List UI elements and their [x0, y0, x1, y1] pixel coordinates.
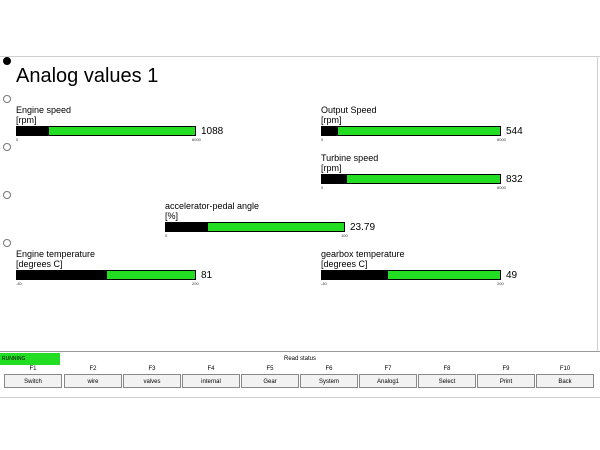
gauge-value: 23.79: [350, 222, 376, 233]
fkey-f6: F6 System: [300, 364, 358, 388]
gauge-bar: [321, 126, 501, 136]
gauge-value: 81: [201, 270, 213, 281]
gauge-fill: [17, 127, 50, 135]
select-button[interactable]: Select: [418, 374, 476, 388]
fkey-label: F10: [559, 366, 571, 372]
status-bar: RUNNING Read status: [0, 351, 600, 365]
fkey-f3: F3 valves: [123, 364, 181, 388]
gauge-unit: [degrees C]: [321, 259, 368, 269]
gauge-fill: [166, 223, 209, 231]
gauge-value: 1088: [201, 126, 224, 137]
valves-button[interactable]: valves: [123, 374, 181, 388]
gauge-min: -40: [321, 281, 327, 286]
gauge-max: 6000: [192, 137, 201, 142]
gauge-fill: [322, 175, 347, 183]
gauge-bar: [321, 174, 501, 184]
fkey-f10: F10 Back: [536, 364, 594, 388]
gauge-value: 832: [506, 174, 523, 185]
gear-button[interactable]: Gear: [241, 374, 299, 388]
system-button[interactable]: System: [300, 374, 358, 388]
wire-button[interactable]: wire: [64, 374, 122, 388]
gauge-bar: [165, 222, 345, 232]
radio-dot-icon[interactable]: [3, 95, 11, 103]
read-status-label: Read status: [283, 356, 317, 362]
gauge-min: 0: [321, 185, 324, 190]
gauge-unit: [rpm]: [16, 115, 37, 125]
gauge-value: 49: [506, 270, 518, 281]
gauge-max: 6000: [497, 185, 506, 190]
gauge-fill: [322, 271, 389, 279]
fkey-label: F4: [207, 366, 215, 372]
gauge-max: 200: [192, 281, 199, 286]
gauge-unit: [%]: [165, 211, 179, 221]
gauge-label: gearbox temperature: [321, 249, 405, 259]
gauge-label: Engine speed: [16, 105, 72, 115]
gauge-min: 0: [16, 137, 19, 142]
gauge-value: 544: [506, 126, 523, 137]
gauge-label: Engine temperature: [16, 249, 96, 259]
gauge-max: 200: [497, 281, 504, 286]
gauge-max: 100: [341, 233, 348, 238]
internal-button[interactable]: internal: [182, 374, 240, 388]
gauge-min: 0: [165, 233, 168, 238]
gauge-unit: [rpm]: [321, 163, 342, 173]
screen-edge-divider: [597, 57, 598, 352]
gauge-min: -40: [16, 281, 22, 286]
radio-dot-icon[interactable]: [3, 57, 11, 65]
gauge-bar: [321, 270, 501, 280]
fkey-label: F3: [148, 366, 156, 372]
fkey-f4: F4 internal: [182, 364, 240, 388]
print-button[interactable]: Print: [477, 374, 535, 388]
switch-button[interactable]: Switch: [4, 374, 62, 388]
running-status-badge: RUNNING: [0, 353, 60, 365]
fkey-f7: F7 Analog1: [359, 364, 417, 388]
gauge-unit: [rpm]: [321, 115, 342, 125]
fkey-f9: F9 Print: [477, 364, 535, 388]
gauge-fill: [17, 271, 107, 279]
radio-dot-icon[interactable]: [3, 143, 11, 151]
gauge-label: accelerator-pedal angle: [165, 201, 260, 211]
gauge-label: Turbine speed: [321, 153, 379, 163]
fkey-label: F8: [443, 366, 451, 372]
fkey-label: F5: [266, 366, 274, 372]
analog1-button[interactable]: Analog1: [359, 374, 417, 388]
fkey-label: F7: [384, 366, 392, 372]
fkey-label: F9: [502, 366, 510, 372]
page-title: Analog values 1: [16, 65, 159, 87]
analog-values-screen: Analog values 1 Engine speed [rpm] 1088 …: [0, 56, 600, 398]
fkey-label: F1: [29, 366, 37, 372]
fkey-f8: F8 Select: [418, 364, 476, 388]
fkey-label: F6: [325, 366, 333, 372]
radio-dot-icon[interactable]: [3, 191, 11, 199]
back-button[interactable]: Back: [536, 374, 594, 388]
fkey-f1: F1 Switch: [4, 364, 62, 388]
radio-dot-icon[interactable]: [3, 239, 11, 247]
gauge-bar: [16, 270, 196, 280]
gauge-max: 6000: [497, 137, 506, 142]
fkey-label: F2: [89, 366, 97, 372]
gauge-fill: [322, 127, 339, 135]
gauge-unit: [degrees C]: [16, 259, 63, 269]
gauge-label: Output Speed: [321, 105, 377, 115]
fkey-f2: F2 wire: [64, 364, 122, 388]
gauge-min: 0: [321, 137, 324, 142]
fkey-f5: F5 Gear: [241, 364, 299, 388]
gauge-bar: [16, 126, 196, 136]
